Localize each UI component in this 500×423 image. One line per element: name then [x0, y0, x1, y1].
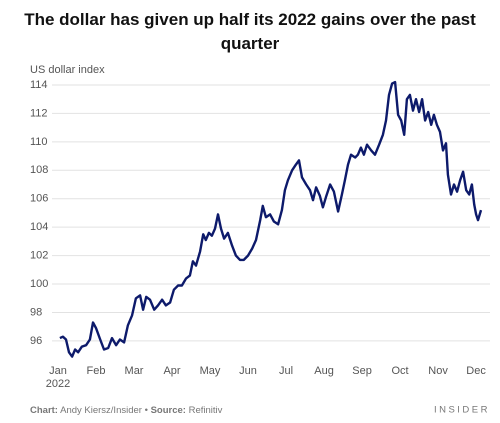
x-tick-label: Nov [428, 365, 448, 377]
y-tick-label: 102 [30, 250, 48, 262]
x-tick-label-line: 2022 [46, 378, 70, 390]
y-tick-label: 96 [30, 335, 42, 347]
y-axis-label: US dollar index [30, 64, 105, 76]
x-tick-label: Apr [163, 365, 180, 377]
y-tick-label: 114 [30, 79, 48, 91]
credit: Andy Kiersz/Insider [60, 405, 142, 416]
x-tick-label: Jan 2022 [46, 365, 70, 390]
chart-title: The dollar has given up half its 2022 ga… [24, 10, 476, 53]
logo: INSIDER [434, 405, 490, 416]
y-tick-label: 100 [30, 278, 48, 290]
y-tick-label: 98 [30, 306, 42, 318]
y-tick-label: 110 [30, 136, 48, 148]
x-tick-label: Jun [239, 365, 257, 377]
y-tick-label: 108 [30, 164, 48, 176]
x-tick-label: May [200, 365, 221, 377]
source: Refinitiv [189, 405, 223, 416]
y-tick-label: 106 [30, 193, 48, 205]
x-tick-label: Mar [125, 365, 144, 377]
x-tick-label: Oct [391, 365, 408, 377]
x-tick-label: Feb [87, 365, 106, 377]
separator: • [145, 405, 148, 416]
x-tick-label: Dec [466, 365, 486, 377]
line [59, 80, 483, 358]
source-label: Source: [151, 405, 186, 416]
x-tick-label: Sep [352, 365, 372, 377]
footer-credit: Chart: Andy Kiersz/Insider • Source: Ref… [30, 405, 223, 416]
y-tick-label: 104 [30, 221, 48, 233]
y-tick-label: 112 [30, 107, 48, 119]
x-tick-label: Aug [314, 365, 334, 377]
x-tick-label: Jul [279, 365, 293, 377]
x-tick-label-line: Jan [49, 365, 67, 377]
chart-label: Chart: [30, 405, 58, 416]
